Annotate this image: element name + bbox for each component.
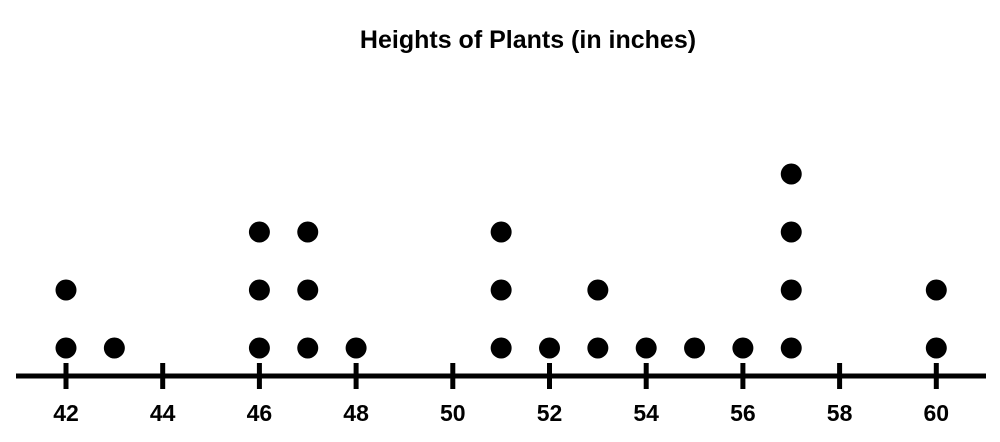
- data-dot-60-1: [925, 337, 947, 359]
- data-dot-57-2: [780, 279, 802, 301]
- tick-label-58: 58: [827, 400, 853, 426]
- data-dot-56-1: [732, 337, 754, 359]
- tick-label-52: 52: [537, 400, 563, 426]
- tick-label-54: 54: [633, 400, 659, 426]
- axis-tick-labels: 42 44 46 48 50 52 54 56 58 60: [53, 400, 949, 426]
- data-dot-57-3: [780, 221, 802, 243]
- data-dot-52-1: [539, 337, 560, 359]
- tick-label-42: 42: [53, 400, 79, 426]
- tick-label-60: 60: [924, 400, 950, 426]
- data-dot-57-4: [780, 163, 802, 185]
- data-dot-53-1: [587, 337, 609, 359]
- data-dot-46-3: [248, 221, 270, 243]
- data-dot-46-1: [248, 337, 270, 359]
- tick-label-46: 46: [247, 400, 273, 426]
- data-dot-57-1: [780, 337, 802, 359]
- data-dot-51-3: [490, 221, 512, 243]
- tick-label-56: 56: [730, 400, 756, 426]
- data-dot-55-1: [684, 337, 706, 359]
- data-dot-43-1: [103, 337, 125, 359]
- data-dot-60-2: [925, 279, 947, 301]
- axis-ticks: [63, 363, 939, 389]
- data-dot-54-1: [635, 337, 657, 359]
- data-dot-46-2: [248, 279, 270, 301]
- tick-label-48: 48: [343, 400, 369, 426]
- data-dot-42-2: [55, 279, 77, 301]
- data-dot-51-1: [490, 337, 512, 359]
- data-dots: [55, 163, 947, 359]
- data-dot-47-3: [297, 221, 319, 243]
- data-dot-53-2: [587, 279, 609, 301]
- chart-title: Heights of Plants (in inches): [359, 26, 697, 54]
- tick-label-50: 50: [440, 400, 466, 426]
- data-dot-47-2: [297, 279, 319, 301]
- data-dot-42-1: [55, 337, 77, 359]
- tick-label-44: 44: [150, 400, 176, 426]
- data-dot-51-2: [490, 279, 512, 301]
- data-dot-47-1: [297, 337, 319, 359]
- data-dot-48-1: [345, 337, 367, 359]
